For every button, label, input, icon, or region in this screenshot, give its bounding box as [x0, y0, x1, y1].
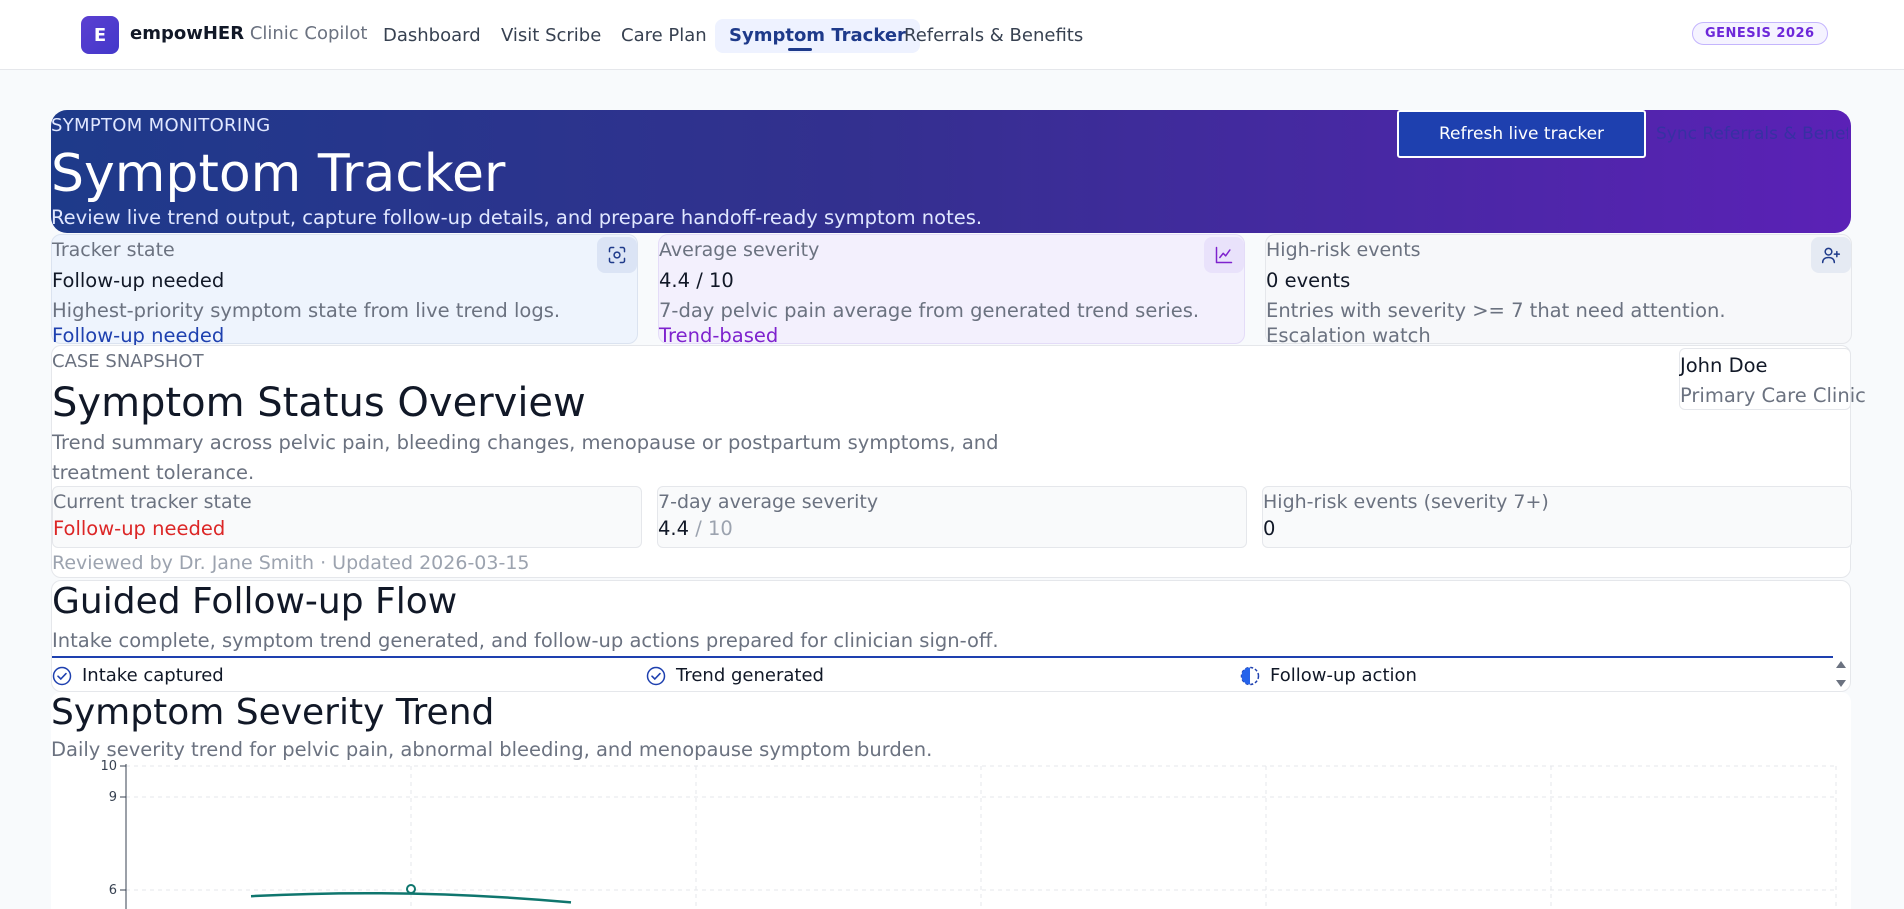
- scroll-arrows-icon[interactable]: [1834, 657, 1848, 691]
- metric-tag: Escalation watch: [1266, 324, 1431, 347]
- metric-tag: Follow-up needed: [52, 324, 225, 347]
- stat-label: 7-day average severity: [658, 491, 879, 513]
- flow-step-trend[interactable]: Trend generated: [646, 665, 824, 686]
- nav-tab-visit-scribe[interactable]: Visit Scribe: [501, 25, 602, 46]
- metric-description: 7-day pelvic pain average from generated…: [659, 299, 1200, 322]
- metric-card-high-risk-events: High-risk events 0 events Entries with s…: [1265, 234, 1852, 347]
- nav-tab-symptom-tracker[interactable]: Symptom Tracker: [715, 19, 920, 53]
- flow-description: Intake complete, symptom trend generated…: [52, 629, 999, 652]
- nav-tab-care-plan[interactable]: Care Plan: [621, 25, 707, 46]
- flow-step-intake[interactable]: Intake captured: [52, 665, 224, 686]
- flow-step-followup[interactable]: Follow-up action: [1240, 665, 1417, 686]
- flow-step-label: Follow-up action: [1270, 665, 1417, 686]
- stat-high-risk-events: High-risk events (severity 7+) 0: [1262, 486, 1852, 548]
- active-tab-indicator: [788, 48, 812, 51]
- patient-clinic: Primary Care Clinic: [1680, 384, 1866, 407]
- metric-label: Tracker state: [52, 239, 175, 261]
- flow-step-label: Intake captured: [82, 665, 224, 686]
- brand-name: empowHER: [130, 23, 245, 44]
- hero-kicker: SYMPTOM MONITORING: [51, 115, 271, 136]
- patient-info: John Doe Primary Care Clinic: [1679, 348, 1866, 410]
- top-navigation: E empowHER Clinic Copilot Dashboard Visi…: [0, 0, 1904, 70]
- check-circle-icon: [52, 666, 72, 685]
- flow-progress-bar: [52, 656, 1833, 658]
- page-title: Symptom Tracker: [51, 144, 506, 204]
- severity-trend-card: Symptom Severity Trend Daily severity tr…: [51, 692, 1851, 909]
- guided-followup-card: Guided Follow-up Flow Intake complete, s…: [51, 580, 1851, 692]
- stat-value-suffix: / 10: [689, 517, 733, 540]
- trend-title: Symptom Severity Trend: [51, 692, 495, 733]
- hero-description: Review live trend output, capture follow…: [51, 206, 983, 229]
- flow-title: Guided Follow-up Flow: [52, 581, 458, 622]
- metric-label: Average severity: [659, 239, 820, 261]
- stat-value: Follow-up needed: [53, 517, 226, 540]
- nav-tab-dashboard[interactable]: Dashboard: [383, 25, 481, 46]
- snapshot-footer: Reviewed by Dr. Jane Smith · Updated 202…: [52, 552, 530, 574]
- metric-label: High-risk events: [1266, 239, 1421, 261]
- line-chart-icon: [1204, 237, 1244, 273]
- stat-label: Current tracker state: [53, 491, 252, 513]
- data-point: [406, 884, 416, 894]
- stat-label: High-risk events (severity 7+): [1263, 491, 1549, 513]
- metric-value: 0 events: [1266, 269, 1351, 292]
- metric-value: Follow-up needed: [52, 269, 225, 292]
- case-snapshot-card: CASE SNAPSHOT Symptom Status Overview Tr…: [51, 345, 1866, 578]
- y-tick-label: 9: [109, 790, 117, 805]
- stat-average-severity: 7-day average severity 4.4 / 10: [657, 486, 1247, 548]
- metric-value: 4.4 / 10: [659, 269, 734, 292]
- logo-badge[interactable]: E: [81, 16, 119, 54]
- check-circle-icon: [646, 666, 666, 685]
- scan-icon: [597, 237, 637, 273]
- y-tick-label: 6: [109, 883, 117, 898]
- metric-card-average-severity: Average severity 4.4 / 10 7-day pelvic p…: [658, 234, 1245, 347]
- patient-name: John Doe: [1680, 354, 1768, 377]
- stat-value: 0: [1263, 517, 1276, 540]
- refresh-live-tracker-button[interactable]: Refresh live tracker: [1397, 110, 1646, 158]
- metric-card-tracker-state: Tracker state Follow-up needed Highest-p…: [51, 234, 638, 347]
- stat-value-number: 4.4: [658, 517, 690, 540]
- severity-trend-chart: 10 9 6: [100, 760, 1837, 909]
- hero-banner: SYMPTOM MONITORING Symptom Tracker Revie…: [51, 110, 1851, 233]
- brand: empowHER Clinic Copilot: [130, 23, 368, 44]
- metric-description: Entries with severity >= 7 that need att…: [1266, 299, 1726, 322]
- snapshot-description: Trend summary across pelvic pain, bleedi…: [52, 431, 999, 484]
- half-circle-icon: [1240, 666, 1260, 685]
- snapshot-kicker: CASE SNAPSHOT: [52, 351, 204, 372]
- genesis-badge: GENESIS 2026: [1692, 22, 1828, 45]
- trend-description: Daily severity trend for pelvic pain, ab…: [51, 738, 933, 761]
- metric-tag: Trend-based: [659, 324, 779, 347]
- sync-referrals-button[interactable]: Sync Referrals & Benefits: [1656, 110, 1848, 158]
- y-tick-label: 10: [100, 760, 117, 774]
- nav-tab-referrals-benefits[interactable]: Referrals & Benefits: [904, 25, 1084, 46]
- user-plus-icon: [1811, 237, 1851, 273]
- snapshot-title: Symptom Status Overview: [52, 380, 586, 426]
- brand-subtitle: Clinic Copilot: [249, 23, 368, 44]
- stat-value: 4.4 / 10: [658, 517, 733, 540]
- stat-current-tracker-state: Current tracker state Follow-up needed: [52, 486, 642, 548]
- metric-description: Highest-priority symptom state from live…: [52, 299, 561, 322]
- flow-step-label: Trend generated: [676, 665, 824, 686]
